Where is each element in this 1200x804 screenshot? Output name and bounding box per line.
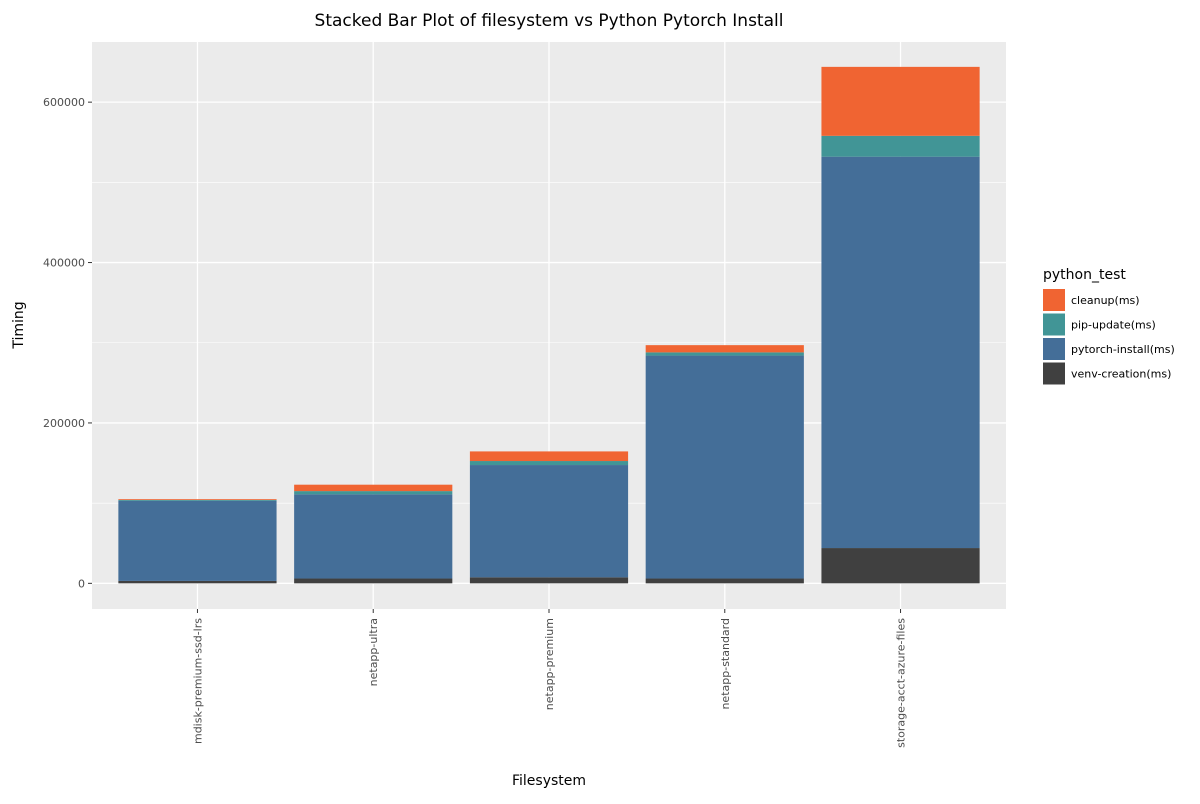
bar-segment: [645, 352, 804, 356]
bar-segment: [118, 499, 277, 500]
y-tick-label: 600000: [43, 96, 85, 109]
legend-title: python_test: [1043, 267, 1126, 283]
bar-segment: [118, 580, 277, 584]
x-tick-label: netapp-ultra: [367, 618, 380, 686]
x-axis-label: Filesystem: [512, 773, 586, 789]
y-tick-label: 200000: [43, 417, 85, 430]
legend-swatch: [1043, 362, 1065, 385]
x-tick-label: netapp-standard: [719, 618, 732, 710]
chart-title: Stacked Bar Plot of filesystem vs Python…: [315, 11, 784, 31]
y-axis: 0 200000 400000 600000: [43, 96, 92, 590]
bar-segment: [645, 578, 804, 584]
bar-segment: [645, 345, 804, 353]
bar-segment: [821, 156, 980, 549]
bar-segment: [821, 66, 980, 136]
bar-segment: [645, 355, 804, 579]
x-tick-label: storage-acct-azure-files: [895, 618, 908, 748]
legend-label: pip-update(ms): [1071, 319, 1156, 332]
bar-segment: [118, 500, 277, 581]
y-tick-label: 400000: [43, 257, 85, 270]
legend-swatch: [1043, 289, 1065, 311]
x-tick-label: mdisk-premium-ssd-lrs: [191, 618, 204, 744]
bar-segment: [469, 465, 629, 578]
bar-segment: [118, 499, 277, 501]
legend-label: venv-creation(ms): [1071, 368, 1171, 381]
bars: [118, 66, 980, 584]
bar-segment: [294, 494, 453, 579]
legend: python_test cleanup(ms) pip-update(ms) pyt…: [1043, 267, 1175, 385]
legend-label: cleanup(ms): [1071, 294, 1140, 307]
x-tick-label: netapp-premium: [543, 618, 556, 710]
x-axis: mdisk-premium-ssd-lrs netapp-ultra netapp-…: [191, 609, 908, 748]
legend-swatch: [1043, 313, 1065, 336]
bar-segment: [294, 484, 453, 492]
legend-swatch: [1043, 338, 1065, 360]
bar-segment: [821, 548, 980, 584]
bar-segment: [469, 451, 629, 462]
bar-segment: [469, 461, 629, 466]
bar-segment: [294, 491, 453, 495]
y-axis-label: Timing: [11, 301, 27, 349]
bar-segment: [469, 577, 629, 584]
y-tick-label: 0: [78, 577, 85, 590]
bar-segment: [821, 135, 980, 157]
bar-segment: [294, 578, 453, 584]
legend-label: pytorch-install(ms): [1071, 343, 1175, 356]
